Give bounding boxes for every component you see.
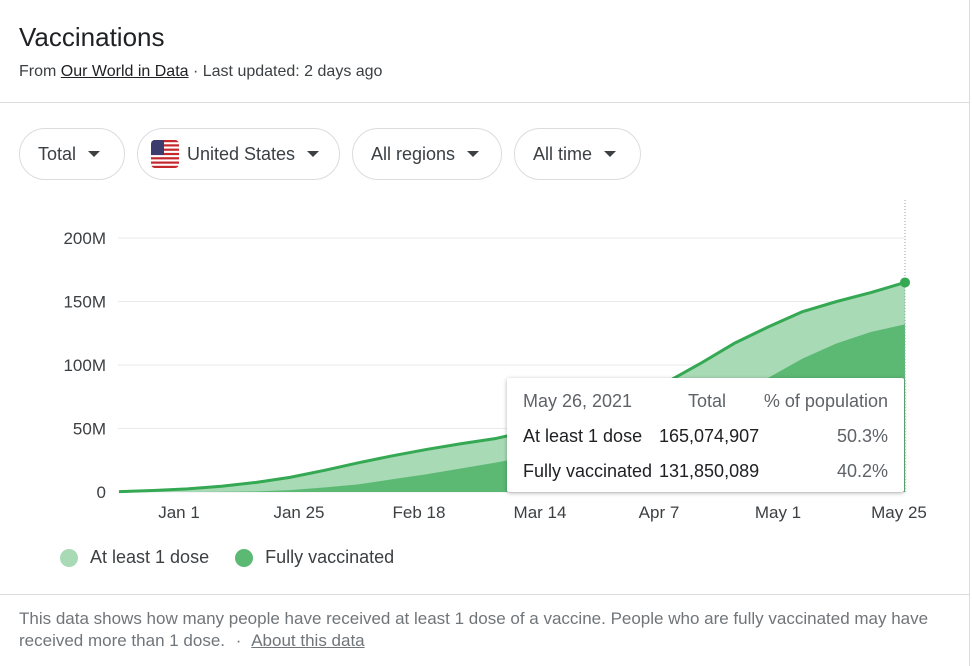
tooltip-row-pct: 40.2% <box>836 461 888 481</box>
footer-separator: · <box>235 631 242 650</box>
x-tick-label: Feb 18 <box>393 503 446 522</box>
tooltip-row-pct: 50.3% <box>836 426 888 446</box>
y-tick-label: 200M <box>63 229 106 248</box>
source-line: From Our World in Data · Last updated: 2… <box>19 63 382 81</box>
country-dropdown[interactable]: United States <box>137 128 340 180</box>
x-tick-label: Mar 14 <box>514 503 567 522</box>
legend-swatch-at-least-one <box>60 548 78 567</box>
x-tick-label: May 1 <box>755 503 801 522</box>
tooltip-row-total: 165,074,907 <box>659 426 760 446</box>
hover-point <box>900 277 910 288</box>
last-updated: · Last updated: 2 days ago <box>192 63 383 80</box>
source-prefix: From <box>19 63 57 80</box>
x-tick-label: Apr 7 <box>639 503 680 522</box>
tooltip-pct-header: % of population <box>763 391 888 411</box>
legend-label-fully: Fully vaccinated <box>265 547 395 567</box>
y-tick-label: 100M <box>63 356 106 375</box>
chevron-down-icon <box>604 151 617 157</box>
about-data-link[interactable]: About this data <box>251 631 365 650</box>
tooltip-total-header: Total <box>688 391 727 411</box>
region-label: All regions <box>371 143 456 164</box>
region-dropdown[interactable]: All regions <box>352 128 502 180</box>
chevron-down-icon <box>467 151 480 157</box>
time-label: All time <box>533 143 593 164</box>
footer-text: This data shows how many people have rec… <box>19 609 929 650</box>
country-label: United States <box>187 143 296 164</box>
us-flag-icon <box>151 140 179 168</box>
tooltip-date: May 26, 2021 <box>523 391 633 411</box>
footer-divider <box>0 594 970 595</box>
chart-legend: At least 1 dose Fully vaccinated <box>60 547 394 568</box>
chevron-down-icon <box>307 151 320 157</box>
chart-tooltip: May 26, 2021 Total % of population At le… <box>507 378 904 492</box>
tooltip-row-label: Fully vaccinated <box>523 461 653 481</box>
y-tick-label: 0 <box>97 483 106 502</box>
header-divider <box>0 102 970 103</box>
tooltip-row-label: At least 1 dose <box>523 426 643 446</box>
metric-dropdown[interactable]: Total <box>19 128 125 180</box>
footer-note: This data shows how many people have rec… <box>19 608 949 652</box>
x-tick-label: Jan 1 <box>158 503 200 522</box>
metric-label: Total <box>38 143 77 164</box>
tooltip-row-total: 131,850,089 <box>659 461 760 481</box>
y-tick-label: 150M <box>63 293 106 312</box>
legend-swatch-fully <box>235 548 254 567</box>
legend-label-at-least-one: At least 1 dose <box>90 547 210 567</box>
x-tick-label: Jan 25 <box>273 503 324 522</box>
card-title: Vaccinations <box>19 22 165 52</box>
x-tick-label: May 25 <box>871 503 927 522</box>
source-link[interactable]: Our World in Data <box>60 63 189 80</box>
time-dropdown[interactable]: All time <box>514 128 641 180</box>
chevron-down-icon <box>88 151 101 157</box>
y-tick-label: 50M <box>73 420 106 439</box>
